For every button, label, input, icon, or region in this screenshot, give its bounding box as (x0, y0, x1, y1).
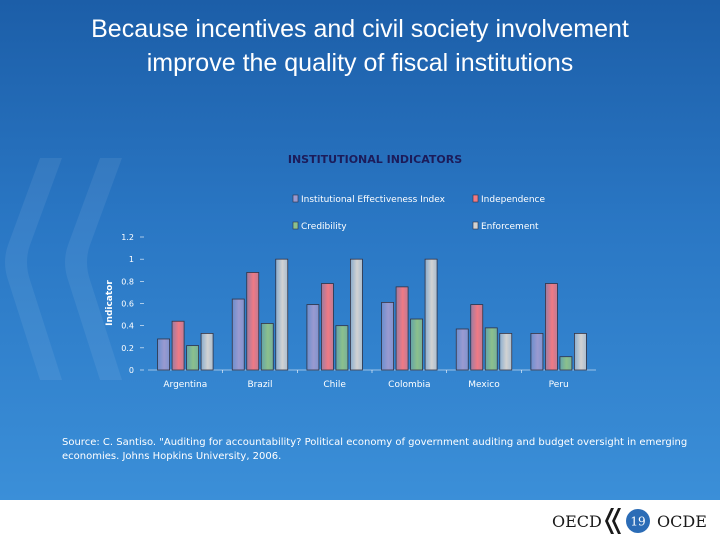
bar-chile-series-2 (321, 283, 334, 371)
bar-brazil-series-2 (246, 272, 260, 371)
chart-legend: Institutional Effectiveness Index Indepen… (292, 194, 545, 232)
bar-mexico-series-2 (470, 304, 484, 371)
bar-peru-series-4 (574, 333, 587, 371)
bar-colombia-series-4 (424, 258, 438, 371)
slide-title: Because incentives and civil society inv… (20, 12, 700, 80)
bar-chile-series-3 (335, 325, 349, 371)
y-tick-label: 0.8 (121, 277, 134, 286)
bar-brazil-series-3 (260, 323, 274, 371)
bar-peru-series-2 (545, 283, 558, 371)
bar-mexico-series-1 (455, 328, 469, 371)
slide-background: Because incentives and civil society inv… (0, 0, 720, 500)
legend-swatch-4 (472, 221, 479, 230)
chart-title: INSTITUTIONAL INDICATORS (288, 153, 462, 166)
x-tick-label-colombia: Colombia (388, 380, 430, 390)
bar-chile-series-1 (306, 304, 320, 371)
bar-argentina-series-4 (200, 333, 214, 371)
legend-label-2: Independence (481, 195, 545, 205)
oecd-chevron-watermark-icon (5, 158, 122, 380)
bar-argentina-series-3 (186, 345, 199, 371)
bar-peru-series-3 (559, 356, 573, 371)
legend-label-3: Credibility (301, 222, 347, 232)
bar-argentina-series-2 (171, 320, 185, 371)
x-tick-label-mexico: Mexico (468, 380, 500, 390)
bar-brazil-series-1 (231, 298, 245, 371)
legend-swatch-2 (472, 194, 479, 203)
legend-label-1: Institutional Effectiveness Index (301, 195, 446, 205)
y-tick-label: 0 (129, 366, 134, 375)
slide-title-line-1: Because incentives and civil society inv… (91, 15, 629, 43)
footer-bar (0, 500, 720, 540)
bar-colombia-series-3 (410, 318, 423, 371)
brand-oecd: OECD (552, 511, 602, 531)
bar-peru-series-1 (530, 333, 544, 371)
x-tick-label-chile: Chile (323, 380, 346, 390)
bar-colombia-series-2 (395, 286, 409, 371)
chart-axes: 0 0.2 0.4 0.6 0.8 1 1.2 Argentina Brazil Chile Col… (121, 233, 596, 390)
brand-ocde: OCDE (657, 511, 707, 531)
legend-swatch-1 (292, 194, 299, 203)
legend-swatch-3 (292, 221, 299, 230)
source-note: Source: C. Santiso. "Auditing for accoun… (62, 437, 688, 462)
y-tick-label: 0.2 (121, 344, 134, 353)
bar-mexico-series-3 (484, 327, 498, 371)
institutional-indicators-chart: INSTITUTIONAL INDICATORS Indicator Insti… (105, 153, 596, 390)
bar-mexico-series-4 (499, 333, 513, 371)
bar-brazil-series-4 (275, 258, 289, 371)
chart-bars (157, 258, 587, 371)
x-tick-label-brazil: Brazil (247, 380, 272, 390)
y-tick-label: 1 (129, 255, 134, 264)
y-axis-label: Indicator (105, 280, 115, 326)
bar-chile-series-4 (350, 258, 363, 371)
slide-title-line-2: improve the quality of fiscal institutio… (146, 49, 574, 77)
x-tick-label-peru: Peru (549, 380, 569, 390)
bar-argentina-series-1 (157, 338, 170, 371)
bar-colombia-series-1 (381, 301, 394, 371)
page-number: 19 (630, 515, 645, 529)
x-tick-label-argentina: Argentina (163, 380, 207, 390)
y-tick-label: 0.6 (121, 300, 134, 309)
y-tick-label: 1.2 (121, 233, 134, 242)
y-tick-label: 0.4 (121, 322, 134, 331)
oecd-logo-icon: 19 (605, 508, 650, 534)
legend-label-4: Enforcement (481, 222, 539, 232)
